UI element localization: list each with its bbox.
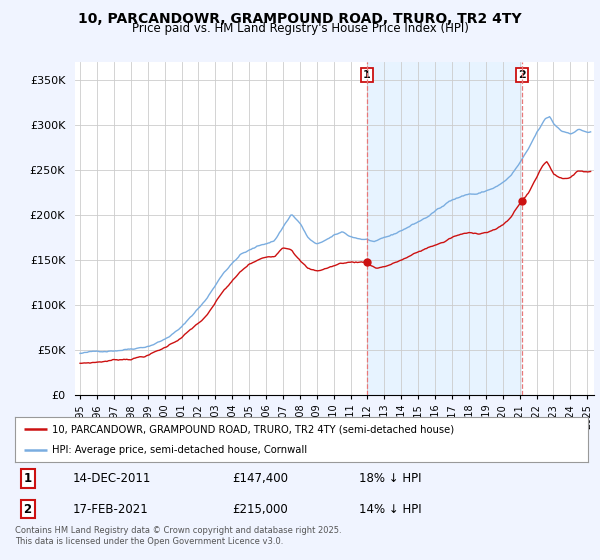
Text: 10, PARCANDOWR, GRAMPOUND ROAD, TRURO, TR2 4TY (semi-detached house): 10, PARCANDOWR, GRAMPOUND ROAD, TRURO, T…: [52, 424, 454, 435]
Text: £215,000: £215,000: [233, 502, 289, 516]
Text: 2: 2: [23, 502, 32, 516]
Text: HPI: Average price, semi-detached house, Cornwall: HPI: Average price, semi-detached house,…: [52, 445, 307, 455]
Bar: [367, 62, 521, 395]
Text: 18% ↓ HPI: 18% ↓ HPI: [359, 472, 421, 486]
Text: 10, PARCANDOWR, GRAMPOUND ROAD, TRURO, TR2 4TY: 10, PARCANDOWR, GRAMPOUND ROAD, TRURO, T…: [78, 12, 522, 26]
Text: 17-FEB-2021: 17-FEB-2021: [73, 502, 148, 516]
Text: 14-DEC-2011: 14-DEC-2011: [73, 472, 151, 486]
Text: 14% ↓ HPI: 14% ↓ HPI: [359, 502, 421, 516]
Text: £147,400: £147,400: [233, 472, 289, 486]
Text: 2: 2: [518, 70, 526, 80]
Text: Contains HM Land Registry data © Crown copyright and database right 2025.
This d: Contains HM Land Registry data © Crown c…: [15, 526, 341, 546]
Text: Price paid vs. HM Land Registry's House Price Index (HPI): Price paid vs. HM Land Registry's House …: [131, 22, 469, 35]
Text: 1: 1: [363, 70, 371, 80]
Text: 1: 1: [23, 472, 32, 486]
